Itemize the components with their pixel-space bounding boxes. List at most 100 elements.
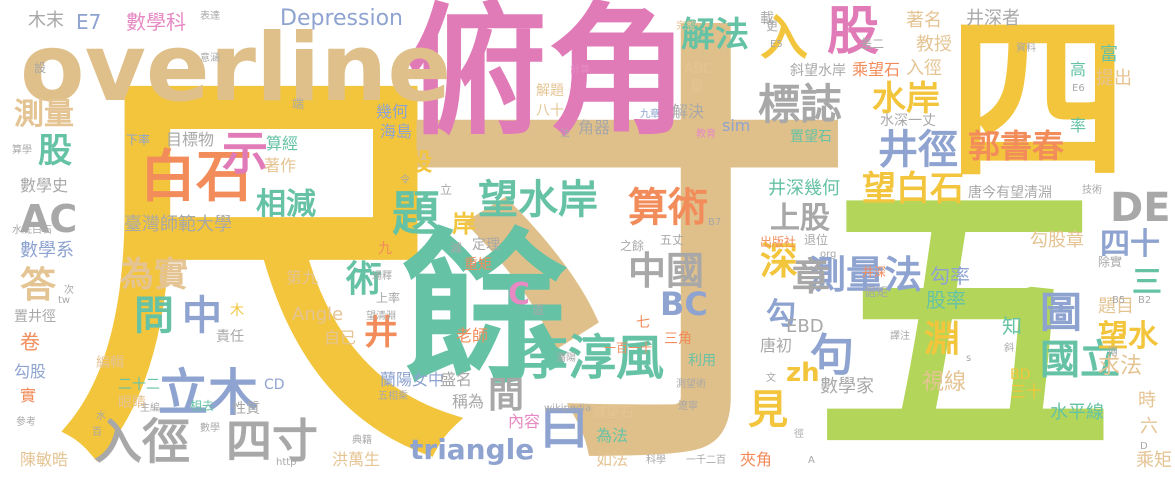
word: 陳敏晧 xyxy=(20,450,69,469)
word: 目標物 xyxy=(166,130,215,149)
word: 置望石 xyxy=(790,129,832,145)
word: 數學家 xyxy=(820,376,874,397)
word: 完整 xyxy=(676,21,696,32)
word: 圖 xyxy=(1040,288,1083,337)
word: 五丈 xyxy=(660,233,685,247)
word: 數學科 xyxy=(126,10,186,34)
word: 入 xyxy=(760,10,809,66)
word: tw xyxy=(58,295,71,306)
word: 入徑 xyxy=(906,58,942,79)
word: 下率 xyxy=(126,133,151,147)
word: BC xyxy=(660,285,708,323)
word: 為法 xyxy=(596,426,629,445)
word: 三 xyxy=(1132,265,1162,300)
word: 實 xyxy=(20,386,37,405)
word: 算經 xyxy=(266,134,299,153)
word: 為實 xyxy=(120,255,188,295)
word: 淵 xyxy=(924,319,961,360)
word: 表達 xyxy=(200,11,220,22)
word: E6 xyxy=(1072,83,1085,94)
word: 算術 xyxy=(628,185,708,231)
word: 上股 xyxy=(770,201,830,236)
word: 深 xyxy=(760,239,799,283)
word: B2 xyxy=(1138,295,1152,306)
word: 老師 xyxy=(456,326,489,345)
word: Angle xyxy=(292,304,344,325)
word: 通釋 xyxy=(372,271,392,282)
word: 教授 xyxy=(916,34,952,55)
word: 乘矩 xyxy=(1136,450,1172,471)
word: 寸 xyxy=(400,0,855,482)
word: 主編 xyxy=(140,403,160,414)
word: 俯角 xyxy=(405,0,689,155)
word: ABC xyxy=(684,61,713,77)
word: 退位 xyxy=(804,233,829,247)
word: 入徑 xyxy=(94,414,191,470)
word: 唐今有望清淵 xyxy=(968,185,1052,201)
word: 卷 xyxy=(20,330,40,354)
word: 尺 xyxy=(58,36,468,482)
word: Depression xyxy=(280,6,403,31)
word: 勾 xyxy=(766,297,796,332)
word: 第九 xyxy=(286,268,319,287)
word: zh xyxy=(786,358,820,388)
word: 望白石 xyxy=(862,169,964,209)
word: 盛名 xyxy=(440,370,473,389)
word: 相減 xyxy=(256,187,316,222)
word: 臺灣師範大學 xyxy=(124,214,232,235)
word: 問 xyxy=(134,293,174,339)
word: 夾角 xyxy=(740,450,773,469)
word: 重矩 xyxy=(464,257,492,273)
word: 富 xyxy=(1100,44,1118,65)
word: 時 xyxy=(1138,390,1156,411)
word: 差二 xyxy=(860,37,885,51)
word: 一千二百 xyxy=(686,455,726,466)
word: 測量法 xyxy=(808,253,923,297)
word: triangle xyxy=(410,433,535,466)
word: 兩 xyxy=(1108,347,1118,358)
word: E5 xyxy=(770,39,783,50)
word: 岸 xyxy=(452,210,476,238)
word: 八十 xyxy=(536,103,564,119)
word: 井深 xyxy=(862,265,887,279)
word: 曰 xyxy=(540,400,589,456)
word: 四十 xyxy=(1100,227,1160,262)
word: 九 xyxy=(378,241,392,257)
word: 更 xyxy=(766,19,779,33)
word: 譯注 xyxy=(890,331,910,342)
word: 餘 xyxy=(402,214,567,406)
word: 自已 xyxy=(324,328,357,347)
word: 斜 xyxy=(1004,343,1014,354)
word: 角器 xyxy=(578,118,611,137)
word: E7 xyxy=(76,10,102,34)
word: 內容 xyxy=(508,412,541,431)
word: 斜望水岸 xyxy=(790,63,846,79)
word: 中國 xyxy=(628,249,705,293)
word: 勾股章 xyxy=(1030,230,1084,251)
word: 股 xyxy=(827,2,880,62)
word: 章 xyxy=(792,255,831,299)
word: 利用 xyxy=(688,353,716,369)
word: 數學 xyxy=(200,423,220,434)
word: 設 xyxy=(34,61,47,75)
word: 減 xyxy=(450,241,463,255)
word: 率 xyxy=(1070,116,1087,135)
word: 次 xyxy=(64,285,74,296)
word: 六 xyxy=(1140,416,1158,437)
word: 參考 xyxy=(16,417,36,428)
word: 責任 xyxy=(216,329,244,345)
word: 著作 xyxy=(264,156,297,175)
word: 視線 xyxy=(922,370,967,395)
word: AC xyxy=(20,197,78,241)
word: 唐初 xyxy=(760,336,793,355)
word: 間 xyxy=(488,375,525,416)
word: 著名 xyxy=(906,10,942,31)
word: 四 xyxy=(948,0,1129,206)
word: 除實 xyxy=(1098,255,1123,269)
word: 幾何 xyxy=(376,102,409,121)
word: 國立 xyxy=(1040,337,1120,383)
word: 水 xyxy=(96,411,106,422)
word: 五相乘 xyxy=(378,391,408,402)
word: 海島 xyxy=(380,122,413,141)
